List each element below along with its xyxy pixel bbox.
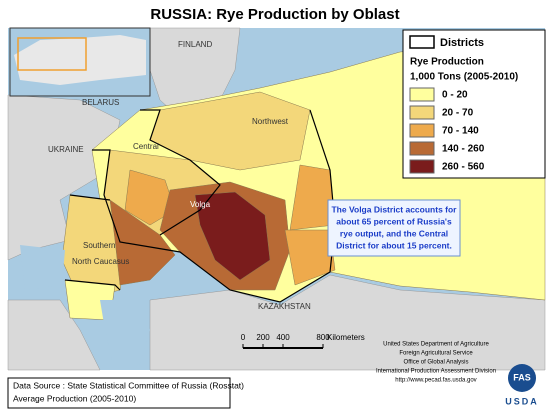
place-label: BELARUS — [82, 98, 119, 107]
agency-text: United States Department of Agriculture — [383, 342, 489, 348]
annotation-box — [327, 199, 461, 257]
legend-swatch — [409, 159, 435, 174]
annotation-text: District for about 15 percent. — [336, 240, 452, 250]
source-box — [7, 377, 231, 409]
scale-label: 0 — [241, 333, 246, 342]
legend: Districts Rye Production 1,000 Tons (200… — [402, 29, 546, 179]
scale-label: 800 — [316, 333, 330, 342]
turkey-land — [7, 299, 101, 371]
ural-oblast — [284, 229, 336, 286]
logo-seal — [508, 364, 536, 392]
source: Data Source : State Statistical Committe… — [7, 377, 244, 409]
scale-label: 200 — [256, 333, 270, 342]
place-label: Central — [133, 142, 159, 151]
agency-text: International Production Assessment Divi… — [376, 369, 496, 375]
agency-text: Foreign Agricultural Service — [399, 351, 473, 357]
place-label: Northwest — [252, 117, 289, 126]
legend-frame — [402, 29, 546, 179]
inset-extent — [17, 37, 87, 71]
inset-map — [9, 27, 151, 97]
place-label: KAZAKHSTAN — [258, 302, 311, 311]
scale-label: 400 — [276, 333, 290, 342]
kazakhstan-land — [149, 274, 546, 371]
place-label: Volga — [190, 200, 211, 209]
legend-swatch — [409, 141, 435, 156]
legend-label: 0 - 20 — [442, 90, 468, 101]
legend-swatch — [409, 123, 435, 138]
legend-swatch — [409, 105, 435, 120]
annotation-text: The Volga District accounts for — [331, 204, 457, 214]
black-sea — [20, 245, 65, 290]
annotation-text: about 65 percent of Russia's — [336, 216, 452, 226]
logo-text: USDA — [505, 396, 539, 406]
title: RUSSIA: Rye Production by Oblast — [150, 6, 399, 23]
legend-label: 70 - 140 — [442, 126, 479, 137]
source-text: Average Production (2005-2010) — [13, 393, 136, 403]
annotation-text: rye output, and the Central — [340, 228, 448, 238]
europe-land — [7, 94, 121, 261]
legend-unit: 1,000 Tons (2005-2010) — [410, 72, 518, 83]
legend-label: 140 - 260 — [442, 144, 485, 155]
place-label: UKRAINE — [48, 145, 84, 154]
agency: United States Department of Agriculture F… — [376, 342, 496, 384]
logo-text: FAS — [513, 372, 531, 382]
inset-land — [14, 35, 146, 85]
place-label: North Caucasus — [72, 257, 129, 266]
district-borders — [64, 109, 336, 303]
place-label: FINLAND — [178, 40, 212, 49]
agency-text: Office of Global Analysis — [404, 360, 469, 366]
district-swatch — [409, 35, 435, 49]
scale-unit: Kilometers — [327, 333, 365, 342]
volga-oblast — [194, 191, 271, 281]
legend-swatch — [409, 87, 435, 102]
caspian-sea — [100, 300, 150, 365]
legend-title: Rye Production — [410, 57, 484, 68]
legend-label: 260 - 560 — [442, 162, 485, 173]
central-oblast — [124, 169, 176, 226]
legend-label: Districts — [440, 37, 484, 49]
annotation: The Volga District accounts for about 65 … — [327, 199, 461, 257]
place-label: Southern — [83, 241, 115, 250]
logo: FAS USDA — [505, 364, 539, 406]
source-text: Data Source : State Statistical Committe… — [13, 380, 244, 390]
legend-label: 20 - 70 — [442, 108, 474, 119]
agency-text: http://www.pecad.fas.usda.gov — [395, 378, 476, 384]
